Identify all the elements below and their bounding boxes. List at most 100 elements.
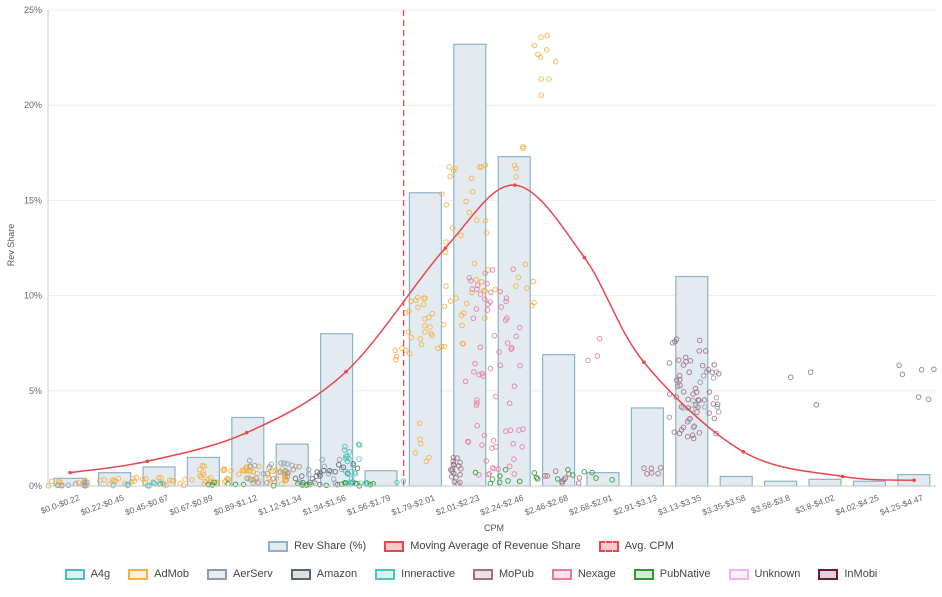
scatter-point xyxy=(422,329,428,335)
bar xyxy=(808,478,842,487)
x-tick-label: $3.58-$3.8 xyxy=(750,492,792,515)
scatter-point xyxy=(313,473,320,480)
scatter-point xyxy=(155,475,162,481)
scatter-point xyxy=(711,361,718,368)
scatter-point xyxy=(673,377,680,384)
legend-aerserv[interactable]: AerServ xyxy=(207,568,273,580)
scatter-point xyxy=(342,443,348,450)
scatter-point xyxy=(253,475,259,481)
scatter-point xyxy=(489,267,496,273)
scatter-point xyxy=(482,270,488,276)
legend-nexage[interactable]: Nexage xyxy=(551,568,616,580)
scatter-point xyxy=(338,481,345,488)
scatter-point xyxy=(671,429,678,435)
legend-mopub[interactable]: MoPub xyxy=(472,568,534,580)
scatter-point xyxy=(554,476,561,482)
scatter-point xyxy=(701,397,708,403)
scatter-point xyxy=(680,405,687,411)
scatter-point xyxy=(240,481,247,488)
scatter-point xyxy=(502,466,509,473)
scatter-point xyxy=(469,289,475,296)
scatter-point xyxy=(454,455,460,461)
scatter-point xyxy=(443,201,450,208)
scatter-point xyxy=(406,308,412,314)
scatter-point xyxy=(284,473,291,480)
scatter-point xyxy=(462,378,469,385)
y-tick-label: 10% xyxy=(24,291,42,301)
legend-inmobi[interactable]: InMobi xyxy=(818,568,877,580)
scatter-point xyxy=(277,469,284,475)
legend-inmobi-label: InMobi xyxy=(844,568,878,580)
x-axis-title: CPM xyxy=(484,523,504,533)
bar xyxy=(453,43,487,487)
scatter-point xyxy=(696,348,703,354)
scatter-point xyxy=(344,480,351,486)
legend-moving-average[interactable]: Moving Average of Revenue Share xyxy=(384,540,581,552)
scatter-point xyxy=(468,175,475,182)
scatter-point xyxy=(348,475,355,482)
scatter-point xyxy=(694,409,700,415)
bar xyxy=(852,480,886,487)
x-tick-label: $3.35-$3.58 xyxy=(701,492,747,517)
bar xyxy=(764,480,798,487)
scatter-point xyxy=(439,191,445,197)
scatter-point xyxy=(483,458,490,464)
scatter-point xyxy=(440,321,447,328)
scatter-point xyxy=(415,304,421,311)
scatter-point xyxy=(158,475,164,481)
legend-amazon[interactable]: Amazon xyxy=(290,568,357,580)
legend-pubnative[interactable]: PubNative xyxy=(633,568,711,580)
scatter-point xyxy=(569,472,576,478)
scatter-point xyxy=(565,466,571,473)
legend-inmobi-swatch xyxy=(818,568,839,580)
legend-rev-share[interactable]: Rev Share (%) xyxy=(268,540,366,552)
scatter-point xyxy=(713,369,720,375)
scatter-point xyxy=(677,382,683,389)
x-tick-label: $0.22-$0.45 xyxy=(79,492,125,517)
scatter-point xyxy=(703,369,710,375)
x-tick-label: $2.46-$2.68 xyxy=(523,492,569,517)
scatter-point xyxy=(531,470,538,476)
scatter-point xyxy=(896,362,902,369)
scatter-point xyxy=(284,470,291,476)
scatter-point xyxy=(255,480,262,486)
scatter-point xyxy=(581,468,588,475)
legend-inneractive-swatch xyxy=(375,568,396,580)
legend-nexage-label: Nexage xyxy=(577,568,616,580)
legend-a4g[interactable]: A4g xyxy=(64,568,110,580)
legend-unknown[interactable]: Unknown xyxy=(728,568,800,580)
scatter-point xyxy=(228,467,234,474)
scatter-point xyxy=(393,353,400,360)
scatter-point xyxy=(421,316,428,322)
bar-layer xyxy=(53,43,931,487)
x-tick-label: $0.45-$0.67 xyxy=(124,492,170,517)
y-tick-label: 0% xyxy=(29,481,42,491)
scatter-point xyxy=(429,332,435,339)
scatter-point xyxy=(915,394,922,400)
scatter-point xyxy=(344,453,350,460)
grid-layer xyxy=(48,9,936,487)
scatter-point xyxy=(264,480,270,486)
scatter-point xyxy=(538,34,544,41)
scatter-point xyxy=(209,482,216,488)
legend-unknown-swatch xyxy=(728,568,749,580)
scatter-point xyxy=(463,198,469,205)
scatter-point xyxy=(406,350,413,357)
x-tick-label: $1.12-$1.34 xyxy=(257,492,303,517)
scatter-point xyxy=(473,217,480,223)
scatter-point xyxy=(180,482,187,489)
legend-avg-cpm[interactable]: Avg. CPM xyxy=(598,540,674,552)
legend-inneractive[interactable]: Inneractive xyxy=(375,568,455,580)
scatter-point xyxy=(535,51,541,58)
legend-admob[interactable]: AdMob xyxy=(128,568,189,580)
scatter-point xyxy=(657,464,664,471)
scatter-point xyxy=(677,376,683,383)
legend-mopub-swatch xyxy=(472,568,493,580)
scatter-point xyxy=(109,477,116,483)
scatter-point xyxy=(675,357,682,363)
scatter-point xyxy=(471,369,477,375)
scatter-point xyxy=(49,478,55,485)
scatter-point xyxy=(552,58,559,65)
scatter-point xyxy=(124,481,131,488)
scatter-point xyxy=(270,468,276,475)
